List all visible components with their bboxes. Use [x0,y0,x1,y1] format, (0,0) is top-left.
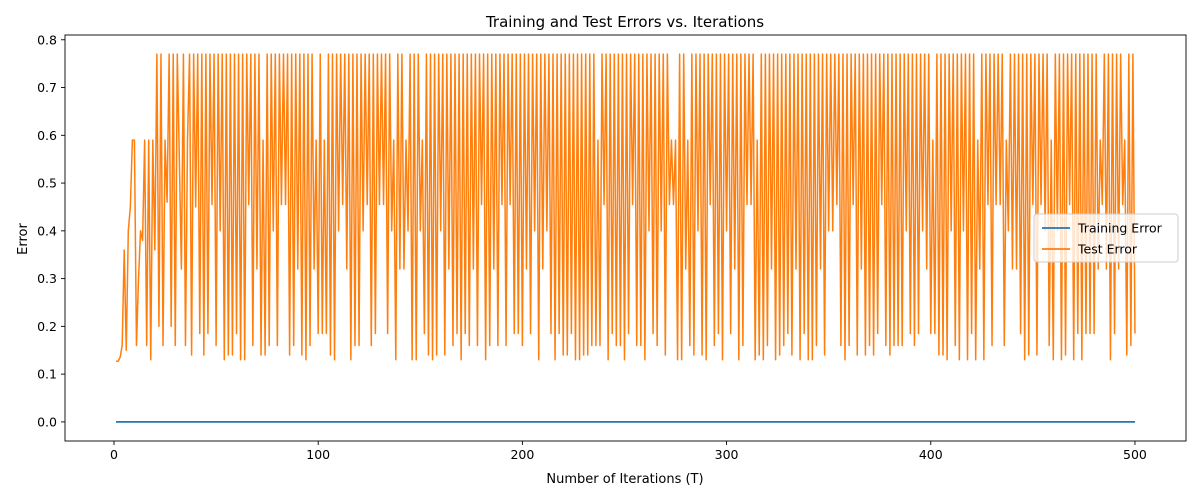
y-tick-label: 0.1 [37,367,57,382]
axes: 0 100 200 300 400 500 0.0 0.1 0.2 0.3 0.4 0.5 0.6 0.7… [37,32,1187,462]
y-axis-label: Error [16,223,31,255]
y-tick-label: 0.4 [37,223,57,238]
y-tick-label: 0.5 [37,176,57,191]
x-axis-label: Number of Iterations (T) [546,472,703,487]
legend-box [1033,213,1179,263]
chart-title: Training and Test Errors vs. Iterations [485,13,764,31]
y-tick-label: 0.0 [37,414,57,429]
test-error-line [116,53,1136,362]
y-tick-label: 0.6 [37,128,57,143]
legend: Training Error Test Error [1033,213,1179,263]
x-tick-label: 0 [110,447,118,462]
legend-label: Training Error [1077,221,1163,236]
y-tick-label: 0.8 [37,32,57,47]
y-tick-label: 0.7 [37,80,57,95]
plot-frame [64,34,1187,442]
x-tick-label: 100 [306,447,330,462]
plot-area [116,53,1136,423]
x-tick-label: 300 [715,447,739,462]
y-tick-label: 0.2 [37,319,57,334]
legend-label: Test Error [1077,242,1138,257]
x-tick-label: 500 [1123,447,1147,462]
x-tick-label: 200 [510,447,534,462]
y-tick-label: 0.3 [37,271,57,286]
x-tick-label: 400 [919,447,943,462]
